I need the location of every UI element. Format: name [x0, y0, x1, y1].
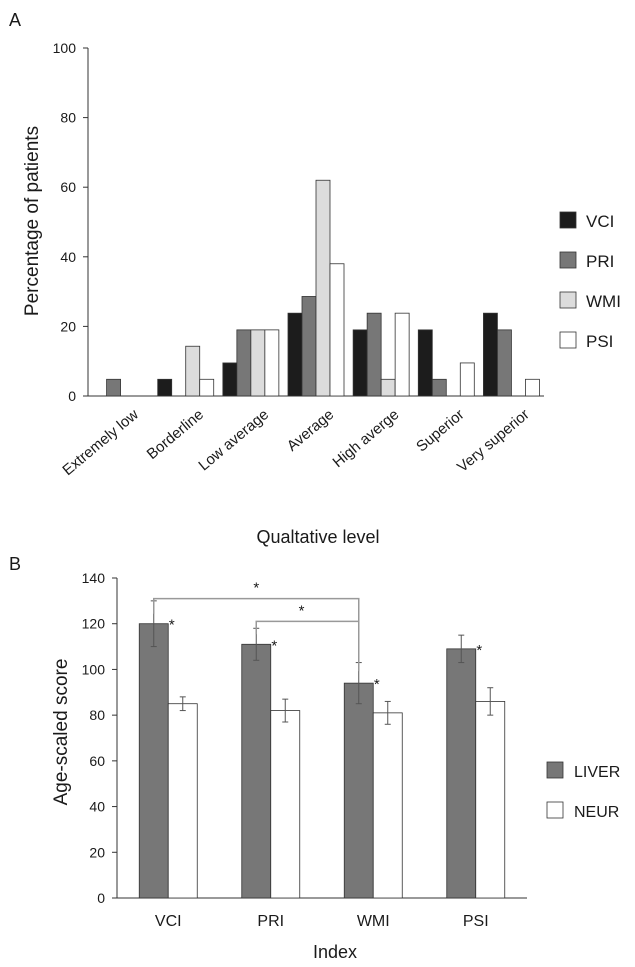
panel-a-category-label-average: Average — [284, 406, 338, 455]
significance-star-wmi: * — [374, 676, 380, 693]
significance-star-psi: * — [476, 642, 482, 659]
bar-neur-psi — [475, 701, 506, 899]
panel-b-y-tick-label: 140 — [82, 570, 106, 586]
panel-b-y-tick-label: 60 — [89, 753, 105, 769]
panel-b-label: B — [9, 554, 21, 574]
panel-a-category-label-superior: Superior — [413, 406, 467, 455]
bar-psi-high-averge — [394, 312, 410, 397]
legend-label-wmi: WMI — [586, 292, 621, 311]
panel-b-y-tick-label: 80 — [89, 707, 105, 723]
panel-b-y-tick-label: 20 — [89, 844, 105, 860]
panel-a-category-label-extremely-low: Extremely low — [59, 406, 142, 479]
comparison-star-pri-wmi: * — [299, 602, 305, 619]
bar-vci-very-superior — [483, 312, 498, 397]
panel-a-y-tick-label: 80 — [60, 110, 76, 126]
panel-a-ylabel: Percentage of patients — [22, 126, 43, 316]
significance-star-vci: * — [169, 617, 175, 634]
bar-pri-high-averge — [366, 312, 382, 397]
panel-a-y-axis-title: Percentage of patients — [22, 126, 43, 316]
bar-liver-pri — [241, 643, 272, 899]
bar-psi-superior — [459, 362, 475, 397]
bar-pri-average — [301, 296, 317, 397]
bar-liver-psi — [446, 648, 477, 899]
bar-vci-borderline — [157, 378, 173, 397]
comparison-bracket-pri-wmi — [255, 620, 360, 672]
legend-swatch-liver — [546, 761, 564, 779]
bar-neur-pri — [270, 710, 301, 899]
bar-wmi-low-average — [250, 329, 266, 397]
bar-vci-high-averge — [352, 329, 368, 397]
bar-wmi-borderline — [185, 345, 201, 397]
panel-a-category-label-low-average: Low average — [195, 406, 272, 474]
panel-a-label: A — [9, 10, 21, 30]
legend-swatch-pri — [559, 251, 577, 269]
bar-psi-borderline — [199, 378, 215, 397]
bar-wmi-high-averge — [380, 378, 396, 397]
bar-liver-vci — [138, 623, 169, 899]
legend-swatch-wmi — [559, 291, 577, 309]
bar-vci-low-average — [222, 362, 238, 397]
panel-a-category-label-borderline: Borderline — [144, 406, 207, 463]
panel-b-y-tick-label: 120 — [82, 616, 106, 632]
bar-psi-very-superior — [525, 378, 540, 397]
legend-label-neur: NEUR — [574, 804, 619, 821]
bar-vci-superior — [417, 329, 433, 397]
panel-b-y-tick-label: 40 — [89, 799, 105, 815]
panel-b-category-label-pri: PRI — [257, 913, 284, 930]
legend-label-psi: PSI — [586, 332, 613, 351]
legend-swatch-vci — [559, 211, 577, 229]
bar-wmi-average — [315, 179, 331, 397]
panel-b-category-label-wmi: WMI — [357, 913, 390, 930]
bar-psi-low-average — [264, 329, 280, 397]
bar-pri-extremely-low — [106, 378, 121, 397]
panel-b-y-tick-label: 100 — [82, 661, 106, 677]
legend-label-pri: PRI — [586, 252, 614, 271]
panel-a-category-label-high-averge: High averge — [330, 406, 403, 471]
panel-a-xlabel: Qualtative level — [256, 527, 379, 547]
comparison-star-vci-wmi: * — [253, 580, 259, 597]
bar-liver-wmi — [343, 682, 374, 899]
panel-a-legend: VCI PRI WMI PSI — [559, 211, 621, 351]
bar-pri-low-average — [236, 329, 252, 397]
legend-swatch-psi — [559, 331, 577, 349]
bar-neur-vci — [167, 703, 198, 899]
panel-b-y-axis-title: Age-scaled score — [51, 659, 72, 806]
panel-a-y-tick-label: 40 — [60, 249, 76, 265]
bar-pri-superior — [431, 378, 447, 397]
legend-label-liver: LIVER — [574, 764, 620, 781]
panel-b-ylabel: Age-scaled score — [51, 659, 72, 806]
panel-b-y-tick-label: 0 — [97, 890, 105, 906]
legend-label-vci: VCI — [586, 212, 614, 231]
legend-swatch-neur — [546, 801, 564, 819]
panel-a-y-tick-label: 0 — [68, 388, 76, 404]
panel-b-plot: 0 20 40 60 80 100 120 140 VCI PRI WMI PSI * * * * * * — [82, 570, 527, 930]
panel-b-category-label-psi: PSI — [463, 913, 489, 930]
panel-a-y-tick-label: 20 — [60, 318, 76, 334]
panel-a-y-tick-label: 60 — [60, 179, 76, 195]
panel-b-category-label-vci: VCI — [155, 913, 182, 930]
panel-a-category-label-very-superior: Very superior — [454, 406, 533, 476]
panel-b-legend: LIVER NEUR — [546, 761, 620, 821]
bar-psi-average — [329, 263, 345, 397]
bar-vci-average — [287, 312, 303, 397]
panel-a-y-tick-label: 100 — [53, 40, 77, 56]
bar-neur-wmi — [372, 712, 403, 899]
bar-pri-very-superior — [497, 329, 512, 397]
panel-b-xlabel: Index — [313, 942, 357, 962]
significance-star-pri: * — [271, 637, 277, 654]
